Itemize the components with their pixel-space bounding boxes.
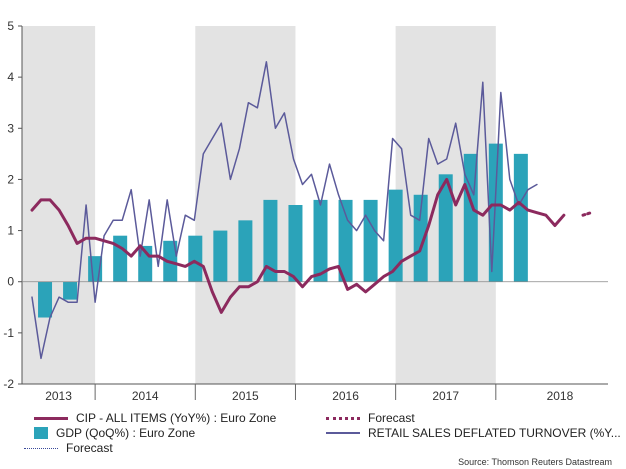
y-tick-labels: -2 -1 0 1 2 3 4 5 [3, 19, 14, 391]
y-tick-label: 3 [7, 121, 14, 135]
cip-forecast-line [581, 211, 593, 217]
shaded-band-1 [195, 26, 296, 384]
y-tick-label: 1 [7, 224, 14, 238]
gdp-bar [263, 199, 278, 282]
x-tick-label: 2015 [232, 389, 259, 403]
y-tick-label: 5 [7, 19, 14, 33]
legend-gdp-swatch [34, 427, 48, 439]
y-tick-label: 4 [7, 70, 14, 84]
gdp-bar [113, 235, 128, 282]
source-note: Source: Thomson Reuters Datastream [458, 457, 612, 467]
x-tick-label: 2014 [132, 389, 159, 403]
legend-gdp-label: GDP (QoQ%) : Euro Zone [56, 426, 196, 440]
shaded-band-0 [22, 26, 96, 384]
gdp-bar [38, 281, 53, 318]
gdp-bar [388, 189, 403, 282]
gdp-bar [313, 199, 328, 282]
legend-cip-swatch [34, 416, 68, 420]
y-tick-label: -1 [3, 326, 14, 340]
gdp-bar [288, 205, 303, 282]
legend-cip-forecast-label: Forecast [368, 411, 415, 425]
legend-cip-forecast-swatch [326, 416, 360, 420]
legend-retail-label: RETAIL SALES DEFLATED TURNOVER (%Y... [368, 426, 621, 440]
legend-retail: RETAIL SALES DEFLATED TURNOVER (%Y... [326, 426, 621, 440]
gdp-bar [338, 199, 353, 282]
legend-cip-label: CIP - ALL ITEMS (YoY%) : Euro Zone [76, 411, 277, 425]
y-tick-label: 0 [7, 275, 14, 289]
gdp-bar [363, 199, 378, 282]
legend-gdp: GDP (QoQ%) : Euro Zone [24, 426, 195, 440]
series-lines [30, 61, 593, 360]
axes [18, 25, 608, 400]
gdp-bar [438, 174, 453, 282]
x-tick-labels: 2013 2014 2015 2016 2017 2018 [45, 389, 573, 403]
legend-retail-forecast: Forecast [24, 441, 113, 455]
gdp-bar [413, 194, 428, 282]
legend-retail-swatch [326, 432, 360, 434]
gdp-bar [188, 235, 203, 282]
gdp-bar [63, 281, 78, 300]
legend-retail-forecast-label: Forecast [66, 441, 113, 455]
gdp-bars [38, 143, 528, 318]
y-tick-label: 2 [7, 172, 14, 186]
x-tick-label: 2016 [332, 389, 359, 403]
legend-retail-forecast-swatch [24, 447, 58, 449]
cip-line [30, 177, 566, 314]
x-tick-label: 2017 [432, 389, 459, 403]
legend-cip: CIP - ALL ITEMS (YoY%) : Euro Zone [34, 411, 276, 425]
legend-cip-forecast: Forecast [326, 411, 415, 425]
gdp-bar [238, 220, 253, 282]
retail-sales-line [31, 61, 538, 360]
y-tick-label: -2 [3, 377, 14, 391]
x-tick-label: 2018 [547, 389, 574, 403]
x-tick-label: 2013 [45, 389, 72, 403]
gdp-bar [213, 230, 228, 282]
shaded-year-bands [22, 26, 496, 384]
gdp-bar [513, 153, 528, 282]
